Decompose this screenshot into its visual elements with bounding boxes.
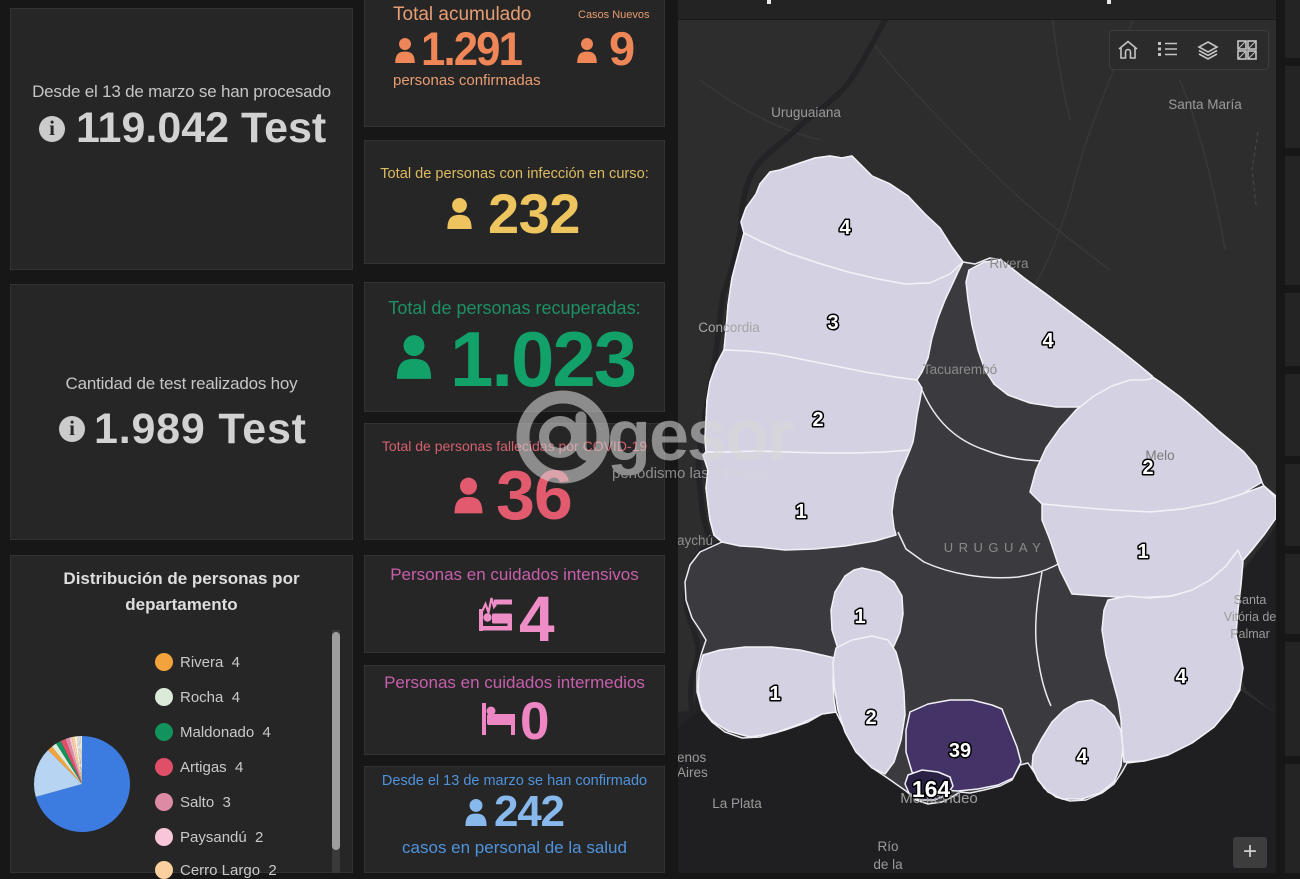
svg-text:2: 2 [1142,457,1153,479]
svg-text:3: 3 [827,312,838,334]
svg-text:Santa: Santa [1234,593,1267,607]
svg-text:Rivera: Rivera [989,256,1029,271]
svg-text:2: 2 [865,707,876,729]
svg-text:enos: enos [678,750,707,765]
svg-text:Vitória de: Vitória de [1224,610,1276,624]
svg-text:4: 4 [839,217,851,239]
svg-text:2: 2 [812,409,823,431]
svg-text:164: 164 [912,776,951,802]
svg-text:aychú: aychú [678,533,713,548]
svg-text:4: 4 [1042,330,1054,352]
svg-text:Río: Río [877,839,898,854]
svg-text:Uruguaiana: Uruguaiana [771,105,841,120]
svg-text:4: 4 [1175,666,1187,688]
svg-text:Tacuarembó: Tacuarembó [923,362,997,377]
svg-text:Aires: Aires [678,765,708,780]
svg-text:Melo: Melo [1145,448,1174,463]
svg-text:1: 1 [854,606,865,628]
svg-text:Santa María: Santa María [1168,97,1242,112]
svg-text:La Plata: La Plata [712,796,762,811]
svg-text:URUGUAY: URUGUAY [944,540,1047,555]
svg-text:Palmar: Palmar [1230,627,1270,641]
svg-text:1: 1 [769,683,780,705]
svg-text:de la: de la [873,857,903,872]
svg-text:1: 1 [795,501,806,523]
svg-text:1: 1 [1137,541,1148,563]
svg-text:Montevideo: Montevideo [900,790,978,807]
svg-text:39: 39 [949,740,971,762]
svg-text:4: 4 [1076,746,1088,768]
svg-text:Concordia: Concordia [698,320,760,335]
